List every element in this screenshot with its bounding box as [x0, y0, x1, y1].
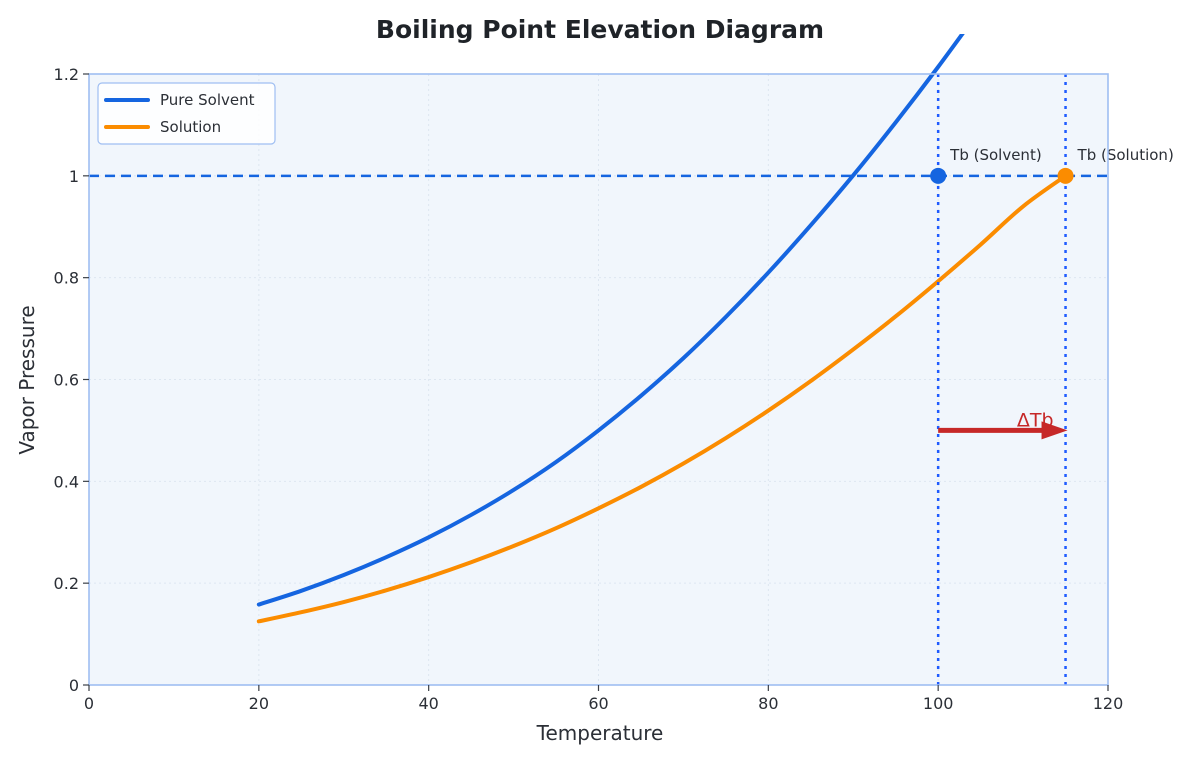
y-tick-label: 0.4 [54, 472, 79, 491]
x-tick-label: 80 [758, 694, 778, 713]
x-tick-label: 120 [1093, 694, 1124, 713]
x-tick-label: 20 [249, 694, 269, 713]
boiling-point-markers: Tb (Solvent) Tb (Solution) [930, 146, 1174, 184]
boiling-point-marker [930, 167, 947, 184]
legend-entry: Solution [160, 118, 221, 136]
x-tick-label: 0 [84, 694, 94, 713]
legend-entry: Pure Solvent [160, 91, 255, 109]
y-tick-label: 1 [69, 167, 79, 186]
y-axis-label: Vapor Pressure [15, 305, 39, 454]
series-line-pure-solvent [256, 34, 965, 607]
chart-title: Boiling Point Elevation Diagram [376, 15, 824, 44]
y-tick-label: 0 [69, 676, 79, 695]
series-line-solution [256, 173, 1068, 624]
delta-tb-label: ΔTb [1017, 409, 1054, 431]
axis-ticks: 0 20 40 60 80 100 120 0 0.2 0.4 0.6 0.8 1 1.2 [54, 65, 1124, 713]
y-tick-label: 0.2 [54, 574, 79, 593]
delta-arrow-head [1041, 421, 1068, 440]
curves [256, 34, 1068, 624]
boiling-point-label: Tb (Solution) [1077, 146, 1174, 164]
x-axis-label: Temperature [536, 721, 664, 745]
y-tick-label: 0.6 [54, 371, 79, 390]
y-tick-label: 0.8 [54, 269, 79, 288]
boiling-point-label: Tb (Solvent) [949, 146, 1042, 164]
x-tick-label: 100 [923, 694, 954, 713]
y-tick-label: 1.2 [54, 65, 79, 84]
legend: Pure Solvent Solution [97, 82, 276, 145]
x-tick-label: 60 [588, 694, 608, 713]
x-tick-label: 40 [418, 694, 438, 713]
boiling-point-marker [1057, 167, 1074, 184]
